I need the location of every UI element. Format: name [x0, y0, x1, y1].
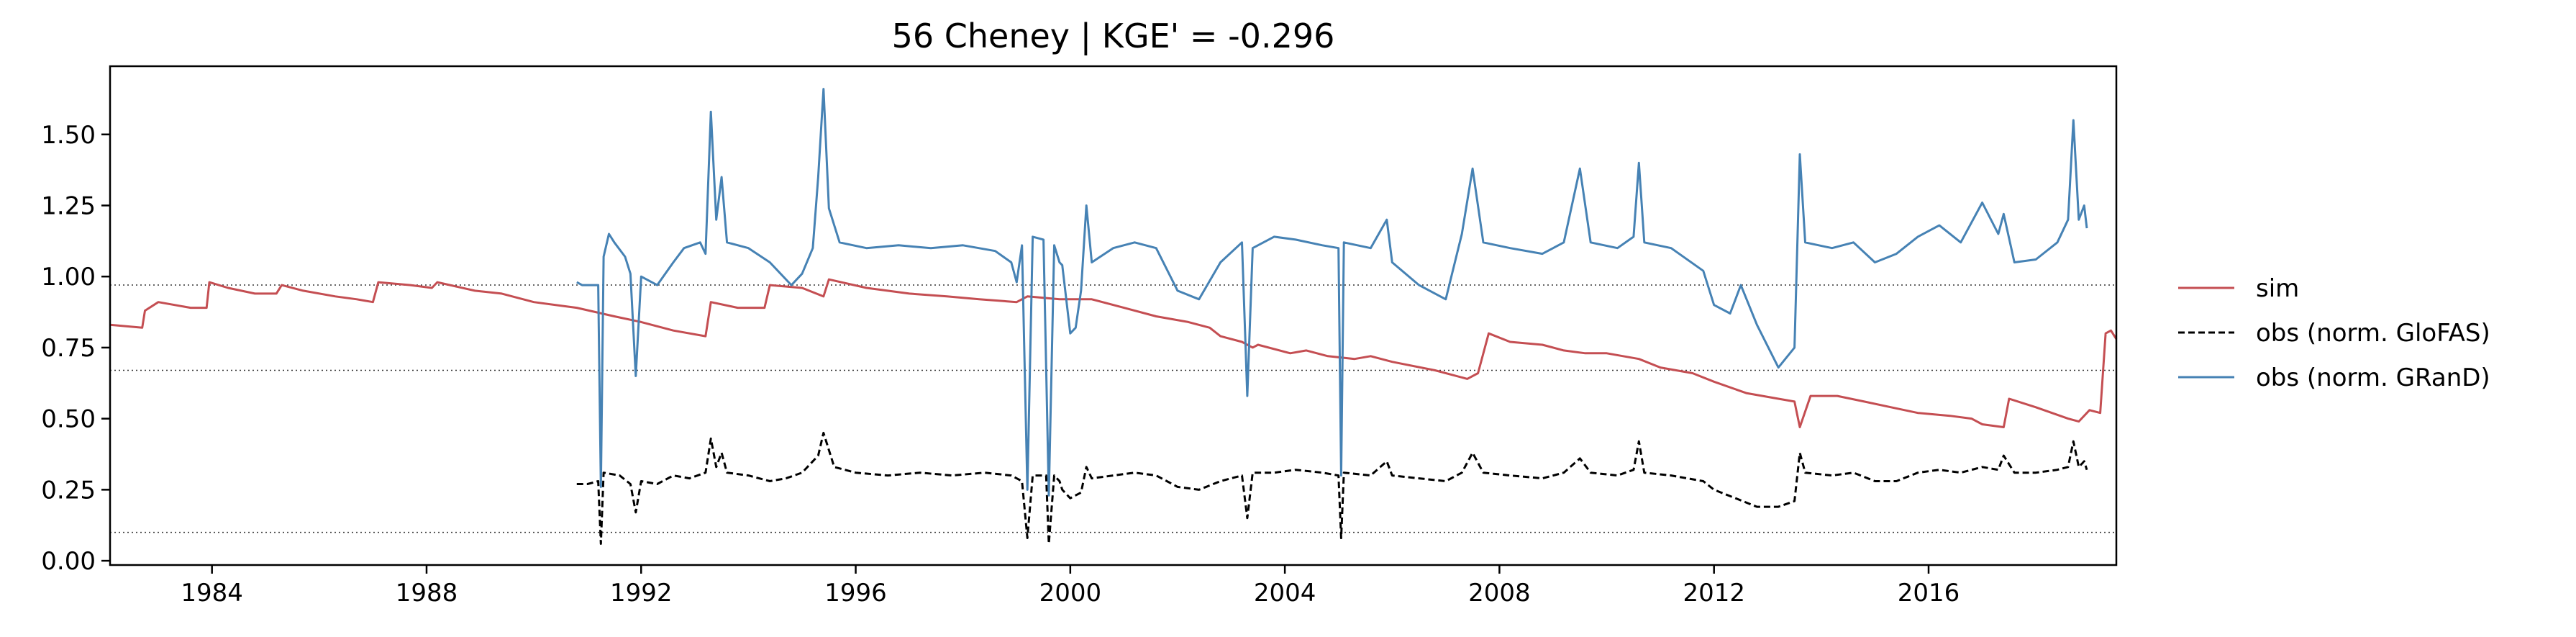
- y-tick-label-5: 1.25: [41, 191, 96, 220]
- chart-title: 56 Cheney | KGE' = -0.296: [892, 17, 1335, 56]
- x-tick-label-2: 1992: [610, 579, 673, 607]
- plot-frame: [109, 65, 2118, 566]
- x-tick-label-1: 1988: [396, 579, 458, 607]
- series-layer: [109, 88, 2118, 545]
- y-tick-label-4: 1.00: [41, 263, 96, 292]
- x-tick-label-8: 2016: [1898, 579, 1960, 607]
- series-line-1: [576, 431, 2088, 545]
- x-axis: 1984 1988 1992 1996 2000 2004 2008 2012 2016: [181, 565, 1960, 607]
- y-tick-label-0: 0.00: [41, 547, 96, 576]
- series-line-0: [109, 278, 2118, 428]
- x-tick-label-4: 2000: [1039, 579, 1102, 607]
- y-tick-label-3: 0.75: [41, 334, 96, 363]
- legend-label-1: obs (norm. GloFAS): [2256, 319, 2490, 348]
- y-tick-label-1: 0.25: [41, 476, 96, 505]
- x-tick-label-3: 1996: [824, 579, 887, 607]
- x-tick-label-0: 1984: [181, 579, 243, 607]
- legend-label-0: sim: [2256, 274, 2299, 303]
- x-tick-label-5: 2004: [1254, 579, 1316, 607]
- y-tick-label-6: 1.50: [41, 121, 96, 150]
- series-line-2: [576, 88, 2088, 497]
- legend: sim obs (norm. GloFAS) obs (norm. GRanD): [2178, 274, 2490, 392]
- legend-label-2: obs (norm. GRanD): [2256, 363, 2490, 392]
- x-tick-label-6: 2008: [1468, 579, 1531, 607]
- x-tick-label-7: 2012: [1683, 579, 1745, 607]
- y-tick-label-2: 0.50: [41, 405, 96, 434]
- y-axis: 0.00 0.25 0.50 0.75 1.00 1.25 1.50: [41, 121, 110, 576]
